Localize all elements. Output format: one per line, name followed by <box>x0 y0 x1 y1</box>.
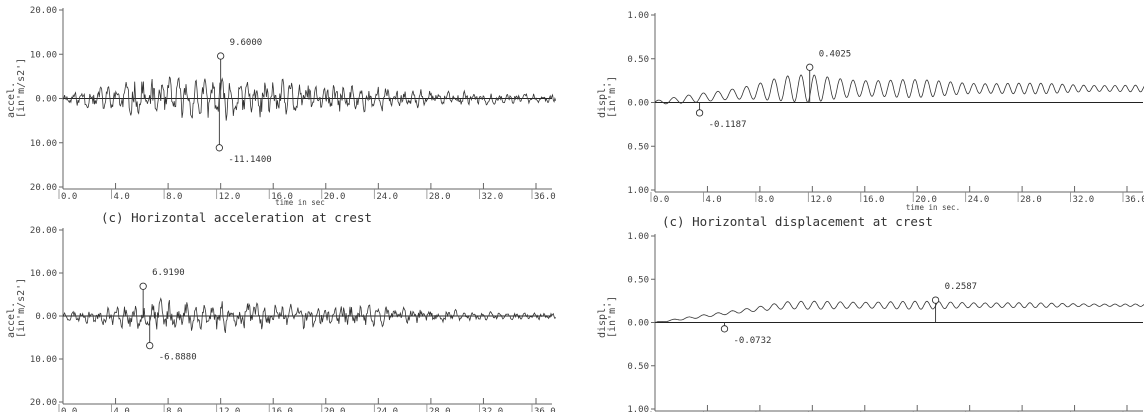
y-tick-label: 0.00 <box>35 95 57 105</box>
x-tick-label: 8.0 <box>758 195 774 205</box>
y-tick-label: 0.00 <box>627 319 649 329</box>
y-tick-label: 0.50 <box>627 362 649 372</box>
peak-marker <box>807 64 813 70</box>
x-tick-label: 4.0 <box>705 195 721 205</box>
x-tick-label: 12.0 <box>219 407 241 412</box>
x-tick-label: 32.0 <box>481 407 503 412</box>
x-tick-label: 28.0 <box>429 407 451 412</box>
y-tick-label: 0.00 <box>627 99 649 109</box>
y-tick-label: 20.00 <box>30 226 57 236</box>
y-tick-label: 0.50 <box>627 55 649 65</box>
x-tick-label: 24.0 <box>376 192 398 202</box>
peak-label: 9.6000 <box>230 38 263 48</box>
peak-label: 6.9190 <box>152 268 185 278</box>
ylabel-line-2: [in'm/s2'] <box>16 278 27 338</box>
ylabel-line-2: [in'm'] <box>607 76 618 118</box>
panel-caption: (c) Horizontal displacement at crest <box>662 214 933 229</box>
peak-marker <box>696 110 702 116</box>
x-tick-label: 0.0 <box>653 195 669 205</box>
panel-caption: (c) Horizontal acceleration at crest <box>101 210 372 225</box>
x-tick-label: 36.0 <box>534 192 556 202</box>
peak-marker <box>140 283 146 289</box>
y-tick-label: 20.00 <box>30 398 57 408</box>
ylabel-line-2: [in'm/s2'] <box>16 58 27 118</box>
peak-marker <box>216 145 222 151</box>
x-tick-label: 32.0 <box>1073 195 1095 205</box>
x-tick-label: 0.0 <box>61 407 77 412</box>
peak-label: -0.0732 <box>733 336 771 346</box>
x-tick-label: 8.0 <box>166 192 182 202</box>
x-tick-label: 20.0 <box>324 407 346 412</box>
x-tick-label: 16.0 <box>271 407 293 412</box>
y-tick-label: 1.00 <box>627 405 649 412</box>
x-tick-label: 32.0 <box>481 192 503 202</box>
peak-label: 0.2587 <box>945 282 978 292</box>
x-tick-label: 28.0 <box>1020 195 1042 205</box>
y-tick-label: 10.00 <box>30 355 57 365</box>
x-tick-label: 24.0 <box>376 407 398 412</box>
x-tick-label: 16.0 <box>863 195 885 205</box>
peak-marker <box>932 297 938 303</box>
x-tick-label: 36.0 <box>534 407 556 412</box>
x-tick-label: 4.0 <box>114 407 130 412</box>
x-tick-label: 0.0 <box>61 192 77 202</box>
y-tick-label: 10.00 <box>30 139 57 149</box>
series-line <box>655 75 1144 104</box>
y-tick-label: 20.00 <box>30 183 57 193</box>
y-tick-label: 1.00 <box>627 232 649 242</box>
x-tick-label: 8.0 <box>166 407 182 412</box>
x-tick-label: 36.0 <box>1125 195 1144 205</box>
y-tick-label: 1.00 <box>627 186 649 196</box>
x-tick-label: 12.0 <box>810 195 832 205</box>
series-line <box>655 301 1144 322</box>
y-tick-label: 0.50 <box>627 142 649 152</box>
panel-bottom-left-acceleration: (c) Horizontal acceleration at crest acc… <box>6 210 556 412</box>
y-tick-label: 10.00 <box>30 269 57 279</box>
peak-marker <box>217 53 223 59</box>
peak-marker <box>147 342 153 348</box>
peak-label: -0.1187 <box>709 120 747 130</box>
peak-marker <box>721 326 727 332</box>
panel-top-left-acceleration: accel. [in'm/s2'] time in sec 20.0010.00… <box>6 6 556 207</box>
y-tick-label: 0.00 <box>35 312 57 322</box>
x-tick-label: 20.0 <box>915 195 937 205</box>
panel-top-right-displacement: displ. [in'm'] time in sec. 1.000.500.00… <box>597 11 1144 212</box>
y-tick-label: 10.00 <box>30 50 57 60</box>
x-tick-label: 4.0 <box>114 192 130 202</box>
y-tick-label: 0.50 <box>627 275 649 285</box>
y-tick-label: 1.00 <box>627 11 649 21</box>
x-tick-label: 12.0 <box>219 192 241 202</box>
peak-label: 0.4025 <box>819 49 852 59</box>
peak-label: -6.8880 <box>159 353 197 363</box>
peak-label: -11.1400 <box>228 155 271 165</box>
x-tick-label: 24.0 <box>968 195 990 205</box>
y-tick-label: 20.00 <box>30 6 57 16</box>
x-tick-label: 16.0 <box>271 192 293 202</box>
x-tick-label: 28.0 <box>429 192 451 202</box>
ylabel-line-2: [in'm'] <box>607 296 618 338</box>
panel-bottom-right-displacement: (c) Horizontal displacement at crest dis… <box>597 214 1144 412</box>
x-tick-label: 20.0 <box>324 192 346 202</box>
